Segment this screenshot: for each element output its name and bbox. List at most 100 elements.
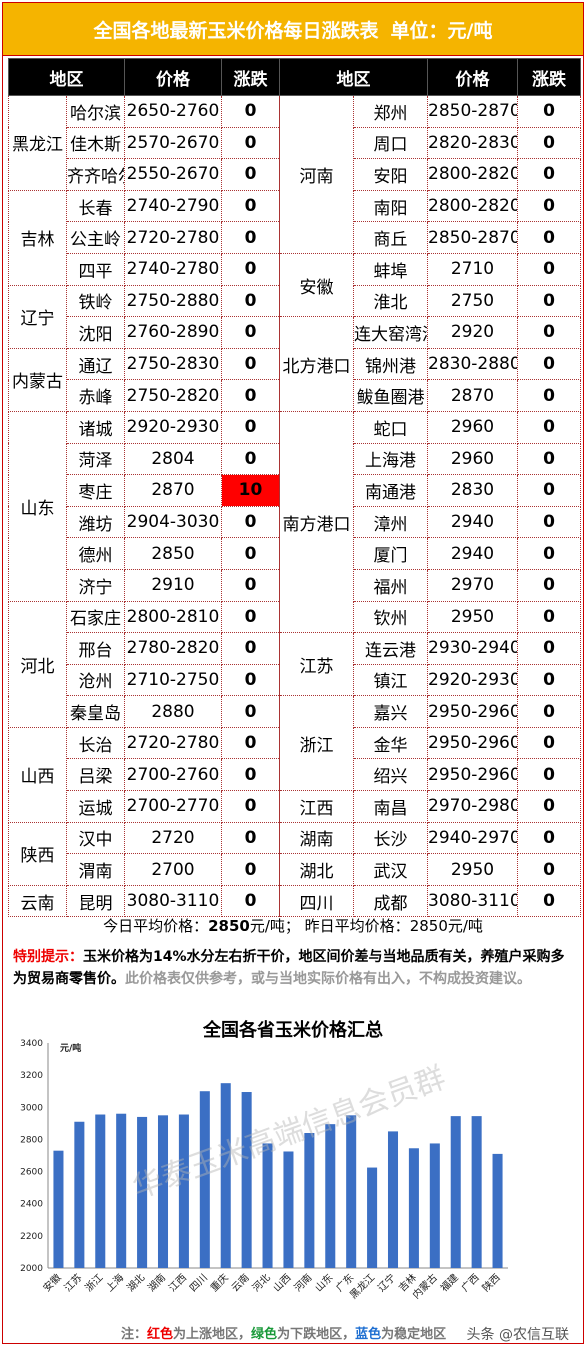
notice-label: 特别提示： bbox=[13, 949, 83, 965]
city-cell: 通辽 bbox=[66, 347, 125, 381]
bar-chart: 2000 2200 2400 2600 2800 3000 3200 3400 元/吨安徽江苏浙… bbox=[20, 1039, 508, 1301]
bar bbox=[450, 1116, 461, 1268]
bar bbox=[53, 1150, 64, 1268]
price-cell: 2950-2960 bbox=[427, 726, 518, 760]
table-row: 潍坊 2904-3030 0 漳州 2940 0 bbox=[9, 505, 581, 539]
city-cell: 渭南 bbox=[66, 853, 125, 886]
price-cell: 2880 bbox=[124, 695, 222, 728]
legend-blue-text: 为稳定地区 bbox=[381, 1327, 447, 1342]
table-row: 枣庄 2870 10 南通港 2830 0 bbox=[9, 474, 581, 507]
y-tick-label: 3200 bbox=[20, 1071, 43, 1081]
yesterday-label: 昨日平均价格： bbox=[304, 917, 410, 935]
table-row: 渭南 2700 0 湖北 武汉 2950 0 bbox=[9, 853, 581, 886]
change-cell: 0 bbox=[517, 158, 581, 191]
credit: 头条 @农信互联 bbox=[466, 1327, 569, 1343]
notice-text: 玉米价格为14%水分左右折干价，地区间价差与当地品质有关，养殖户采购多为贸易商零… bbox=[13, 949, 565, 987]
bar bbox=[199, 1091, 210, 1268]
bar bbox=[304, 1133, 315, 1268]
city-cell: 周口 bbox=[353, 126, 428, 160]
change-cell: 0 bbox=[221, 568, 280, 602]
price-cell: 2920 bbox=[427, 316, 518, 349]
city-cell: 长春 bbox=[66, 189, 125, 223]
city-cell: 石家庄 bbox=[66, 600, 125, 634]
chart-title: 全国各省玉米价格汇总 bbox=[203, 1020, 383, 1041]
table-row: 邢台 2780-2820 0 江苏 连云港 2930-2940 0 bbox=[9, 632, 581, 697]
price-cell: 2950-2960 bbox=[427, 758, 518, 792]
bar bbox=[429, 1143, 440, 1268]
city-cell: 嘉兴 bbox=[353, 695, 428, 728]
change-cell: 0 bbox=[517, 95, 581, 128]
city-cell: 郑州 bbox=[353, 95, 428, 128]
change-cell: 0 bbox=[517, 790, 581, 823]
price-cell: 2950 bbox=[427, 853, 518, 886]
x-tick-label: 安徽 bbox=[40, 1271, 63, 1294]
change-cell: 0 bbox=[221, 663, 280, 697]
city-cell: 四平 bbox=[66, 252, 125, 286]
change-cell: 0 bbox=[517, 821, 581, 855]
city-cell: 连大窑湾港 bbox=[353, 316, 428, 349]
bar bbox=[262, 1143, 273, 1268]
legend-prefix: 注： bbox=[121, 1327, 148, 1342]
price-cell: 2870 bbox=[124, 474, 222, 507]
bar bbox=[116, 1113, 127, 1268]
bar bbox=[95, 1114, 106, 1268]
price-cell: 3080-3110 bbox=[427, 884, 518, 918]
change-cell: 0 bbox=[221, 126, 280, 160]
city-cell: 潍坊 bbox=[66, 505, 125, 539]
price-table: 地区 价格 涨跌 地区 价格 涨跌 黑龙江 哈尔滨 2650-2760 0 河南 郑州 28… bbox=[8, 58, 581, 918]
change-cell: 0 bbox=[221, 632, 280, 665]
region-cell: 湖南 bbox=[279, 821, 354, 855]
change-cell: 0 bbox=[517, 726, 581, 760]
city-cell: 厦门 bbox=[353, 537, 428, 570]
city-cell: 成都 bbox=[353, 884, 428, 918]
change-cell: 0 bbox=[517, 379, 581, 412]
price-cell: 2850-2870 bbox=[427, 221, 518, 254]
x-tick-label: 河南 bbox=[291, 1271, 314, 1294]
average-line: 今日平均价格：2850元/吨； 昨日平均价格：2850元/吨 bbox=[3, 915, 583, 936]
price-cell: 2940 bbox=[427, 537, 518, 570]
city-cell: 公主岭 bbox=[66, 221, 125, 254]
city-cell: 佳木斯 bbox=[66, 126, 125, 160]
change-cell: 0 bbox=[517, 853, 581, 886]
city-cell: 德州 bbox=[66, 537, 125, 570]
region-cell: 山东 bbox=[8, 410, 67, 602]
region-cell: 湖北 bbox=[279, 853, 354, 886]
bar bbox=[492, 1153, 503, 1268]
table-row: 运城 2700-2770 0 江西 南昌 2970-2980 0 bbox=[9, 790, 581, 823]
region-cell: 南方港口 bbox=[279, 410, 354, 634]
region-cell: 辽宁 bbox=[8, 284, 67, 349]
bar bbox=[157, 1115, 169, 1268]
x-tick-label: 山西 bbox=[271, 1272, 294, 1295]
price-cell: 2850 bbox=[124, 537, 222, 570]
price-cell: 2700-2770 bbox=[124, 790, 222, 823]
region-cell: 四川 bbox=[279, 884, 354, 918]
notice-disclaimer: 此价格表仅供参考，或与当地实际价格有出入，不构成投资建议。 bbox=[125, 971, 531, 987]
change-cell: 0 bbox=[221, 853, 280, 886]
change-cell: 0 bbox=[517, 284, 581, 318]
yesterday-value: 2850元/吨 bbox=[409, 917, 483, 935]
price-cell: 2800-2820 bbox=[427, 158, 518, 191]
city-cell: 沧州 bbox=[66, 663, 125, 697]
color-legend: 注：红色为上涨地区，绿色为下跌地区，蓝色为稳定地区 bbox=[121, 1323, 446, 1342]
city-cell: 秦皇岛 bbox=[66, 695, 125, 728]
city-cell: 赤峰 bbox=[66, 379, 125, 412]
y-tick-label: 2000 bbox=[20, 1264, 43, 1274]
change-cell: 0 bbox=[221, 158, 280, 191]
table-row: 佳木斯 2570-2670 0 周口 2820-2830 0 bbox=[9, 126, 581, 160]
x-tick-label: 重庆 bbox=[208, 1271, 231, 1294]
y-tick-label: 3000 bbox=[20, 1103, 43, 1113]
change-cell: 0 bbox=[517, 663, 581, 697]
city-cell: 南昌 bbox=[353, 790, 428, 823]
price-cell: 2850-2870 bbox=[427, 95, 518, 128]
price-cell: 2830 bbox=[427, 474, 518, 507]
price-cell: 2970 bbox=[427, 568, 518, 602]
table-row: 沧州 2710-2750 0 镇江 2920-2930 0 bbox=[9, 663, 581, 697]
price-cell: 2700 bbox=[124, 853, 222, 886]
change-cell: 0 bbox=[517, 568, 581, 602]
table-row: 山东 诸城 2920-2930 0 南方港口 蛇口 2960 0 bbox=[8, 410, 581, 634]
city-cell: 济宁 bbox=[66, 568, 125, 602]
change-cell: 0 bbox=[221, 252, 280, 286]
table-row: 秦皇岛 2880 0 浙江 嘉兴 2950-2960 0 bbox=[9, 695, 581, 792]
